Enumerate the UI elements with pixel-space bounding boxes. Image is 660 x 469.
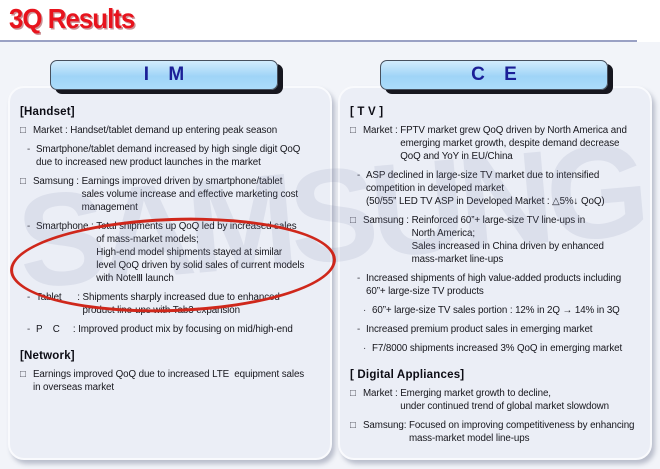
bullet-text: Shipments sharply increased due to enhan… <box>82 292 280 316</box>
bullet-text: Increased shipments of high value-added … <box>366 273 622 297</box>
bullet-text: FPTV market grew QoQ driven by North Ame… <box>400 125 627 162</box>
section-heading-digital-appliances: [ Digital Appliances] <box>350 369 465 381</box>
bullet-text: Focused on improving competitiveness by … <box>408 420 635 444</box>
panel-im: [Handset] □ Market : Handset/tablet dema… <box>8 86 332 460</box>
dot-icon: · <box>363 343 367 354</box>
bullet-row: - Increased premium product sales in eme… <box>357 323 644 336</box>
bullet-label: Samsung : <box>33 176 82 187</box>
checkbox-icon: □ <box>350 215 356 226</box>
bullet-label: Smartphone : <box>36 221 97 232</box>
bullet-row: - Tablet : Shipments sharply increased d… <box>27 291 324 317</box>
bullet-text: Earnings improved driven by smartphone/t… <box>81 176 299 213</box>
bullet-label: P C : <box>36 324 79 335</box>
bullet-row: □ Samsung: Focused on improving competit… <box>350 419 644 445</box>
dash-icon: - <box>27 324 31 335</box>
bullet-label: Tablet : <box>36 292 83 303</box>
bullet-row: □ Earnings improved QoQ due to increased… <box>20 368 324 394</box>
bullet-text: F7/8000 shipments increased 3% QoQ in em… <box>372 343 623 354</box>
checkbox-icon: □ <box>20 369 26 380</box>
dash-icon: - <box>27 221 31 232</box>
bullet-row: □ Samsung : Earnings improved driven by … <box>20 175 324 214</box>
panel-header-im: I M <box>50 60 278 90</box>
bullet-row: - Increased shipments of high value-adde… <box>357 272 644 298</box>
bullet-text: Handset/tablet demand up entering peak s… <box>70 125 278 136</box>
bullet-text: Earnings improved QoQ due to increased L… <box>33 369 305 393</box>
slide-title: 3Q Results <box>9 3 135 34</box>
bullet-text: ASP declined in large-size TV market due… <box>366 170 605 207</box>
checkbox-icon: □ <box>20 176 26 187</box>
bullet-label: Market : <box>33 125 71 136</box>
bullet-text: 60”+ large-size TV sales portion : 12% i… <box>372 305 620 316</box>
bullet-label: Samsung: <box>363 420 409 431</box>
bullet-label: Market : <box>363 125 401 136</box>
panel-header-ce: C E <box>380 60 608 90</box>
bullet-text: Increased premium product sales in emerg… <box>366 324 593 335</box>
checkbox-icon: □ <box>350 388 356 399</box>
bullet-row: - ASP declined in large-size TV market d… <box>357 169 644 208</box>
panel-ce: [ T V ] □ Market : FPTV market grew QoQ … <box>338 86 652 460</box>
bullet-row: · 60”+ large-size TV sales portion : 12%… <box>363 304 644 317</box>
bullet-text: Total shipments up QoQ led by increased … <box>96 221 305 284</box>
bullet-row-smartphone-highlighted: - Smartphone : Total shipments up QoQ le… <box>27 220 324 285</box>
title-underline <box>0 40 637 42</box>
bullet-text: Smartphone/tablet demand increased by hi… <box>36 144 301 168</box>
checkbox-icon: □ <box>20 125 26 136</box>
bullet-text: Improved product mix by focusing on mid/… <box>78 324 293 335</box>
section-heading-handset: [Handset] <box>20 106 75 118</box>
dash-icon: - <box>357 170 361 181</box>
bullet-row: □ Market : FPTV market grew QoQ driven b… <box>350 124 644 163</box>
section-heading-tv: [ T V ] <box>350 106 384 118</box>
bullet-row: □ Market : Handset/tablet demand up ente… <box>20 124 324 137</box>
bullet-text: Emerging market growth to decline, under… <box>400 388 610 412</box>
bullet-row: - P C : Improved product mix by focusing… <box>27 323 324 336</box>
dash-icon: - <box>27 292 31 303</box>
checkbox-icon: □ <box>350 125 356 136</box>
bullet-row: □ Samsung : Reinforced 60”+ large-size T… <box>350 214 644 266</box>
dash-icon: - <box>27 144 31 155</box>
bullet-row: □ Market : Emerging market growth to dec… <box>350 387 644 413</box>
checkbox-icon: □ <box>350 420 356 431</box>
dash-icon: - <box>357 273 361 284</box>
bullet-text: Reinforced 60”+ large-size TV line-ups i… <box>411 215 604 265</box>
dash-icon: - <box>357 324 361 335</box>
bullet-row: · F7/8000 shipments increased 3% QoQ in … <box>363 342 644 355</box>
bullet-label: Market : <box>363 388 401 399</box>
bullet-label: Samsung : <box>363 215 412 226</box>
dot-icon: · <box>363 305 367 316</box>
section-heading-network: [Network] <box>20 350 75 362</box>
bullet-row: - Smartphone/tablet demand increased by … <box>27 143 324 169</box>
